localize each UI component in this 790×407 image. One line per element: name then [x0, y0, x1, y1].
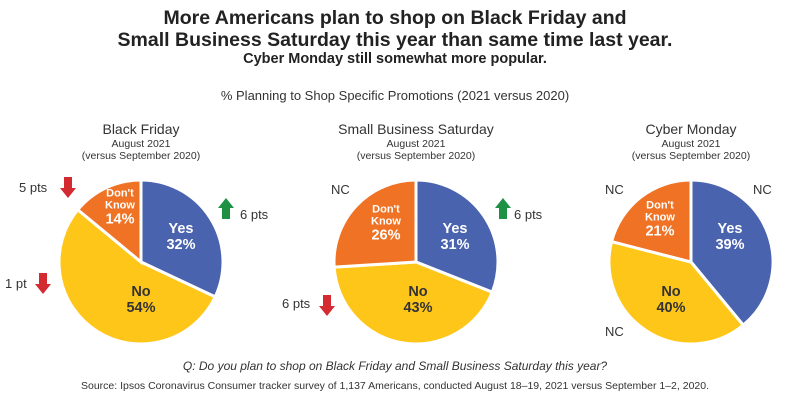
pie-slice-yes	[689, 178, 775, 328]
arrow-up-icon	[495, 198, 511, 219]
change-yes: 6 pts	[240, 207, 269, 222]
slice-label-yes: Yes 32%	[166, 221, 196, 253]
slice-label-yes: Yes 31%	[440, 221, 470, 253]
change-yes: 6 pts	[514, 207, 543, 222]
slice-label-no: No 40%	[656, 284, 686, 316]
pie-slice-no	[607, 239, 746, 346]
change-dont-know: NC	[605, 182, 624, 197]
arrow-down-icon	[319, 295, 335, 316]
slice-label-no: No 54%	[126, 284, 156, 316]
caption: % Planning to Shop Specific Promotions (…	[220, 88, 570, 103]
pie-slice-dont-know	[75, 178, 143, 266]
arrow-up-icon	[218, 198, 234, 219]
title-line-1: More Americans plan to shop on Black Fri…	[163, 7, 627, 29]
pie-slice-no	[332, 260, 495, 346]
chart-title-cyber-monday: Cyber Monday	[645, 121, 737, 137]
title: More Americans plan to shop on Black Fri…	[118, 7, 673, 51]
change-no: 6 pts	[282, 296, 311, 311]
title-line-2: Small Business Saturday this year than s…	[117, 29, 673, 51]
chart-subtitle: August 2021 (versus September 2020)	[631, 138, 751, 162]
change-no: NC	[605, 324, 624, 339]
chart-title-small-business-saturday: Small Business Saturday	[338, 121, 494, 137]
slice-label-dont-know: Don't Know 26%	[371, 203, 401, 244]
survey-question: Q: Do you plan to shop on Black Friday a…	[182, 359, 608, 373]
pie-slice-dont-know	[332, 178, 418, 269]
change-yes: NC	[753, 182, 772, 197]
change-dont-know: 5 pts	[19, 180, 48, 195]
chart-title-black-friday: Black Friday	[102, 121, 180, 137]
pie-slice-dont-know	[609, 178, 693, 264]
pie-slice-yes	[414, 178, 500, 295]
chart-subtitle: August 2021 (versus September 2020)	[81, 138, 201, 162]
slice-label-no: No 43%	[403, 284, 433, 316]
change-dont-know: NC	[331, 182, 350, 197]
arrow-down-icon	[35, 273, 51, 294]
slice-label-dont-know: Don't Know 14%	[105, 187, 135, 228]
arrow-down-icon	[60, 177, 76, 198]
chart-subtitle: August 2021 (versus September 2020)	[356, 138, 476, 162]
change-no: 1 pt	[5, 276, 27, 291]
pie-slice-yes	[139, 178, 225, 299]
slice-label-dont-know: Don't Know 21%	[645, 199, 675, 240]
pie-slice-no	[57, 207, 218, 346]
slice-label-yes: Yes 39%	[715, 221, 745, 253]
subtitle: Cyber Monday still somewhat more popular…	[243, 51, 547, 67]
source-note: Source: Ipsos Coronavirus Consumer track…	[80, 380, 710, 392]
